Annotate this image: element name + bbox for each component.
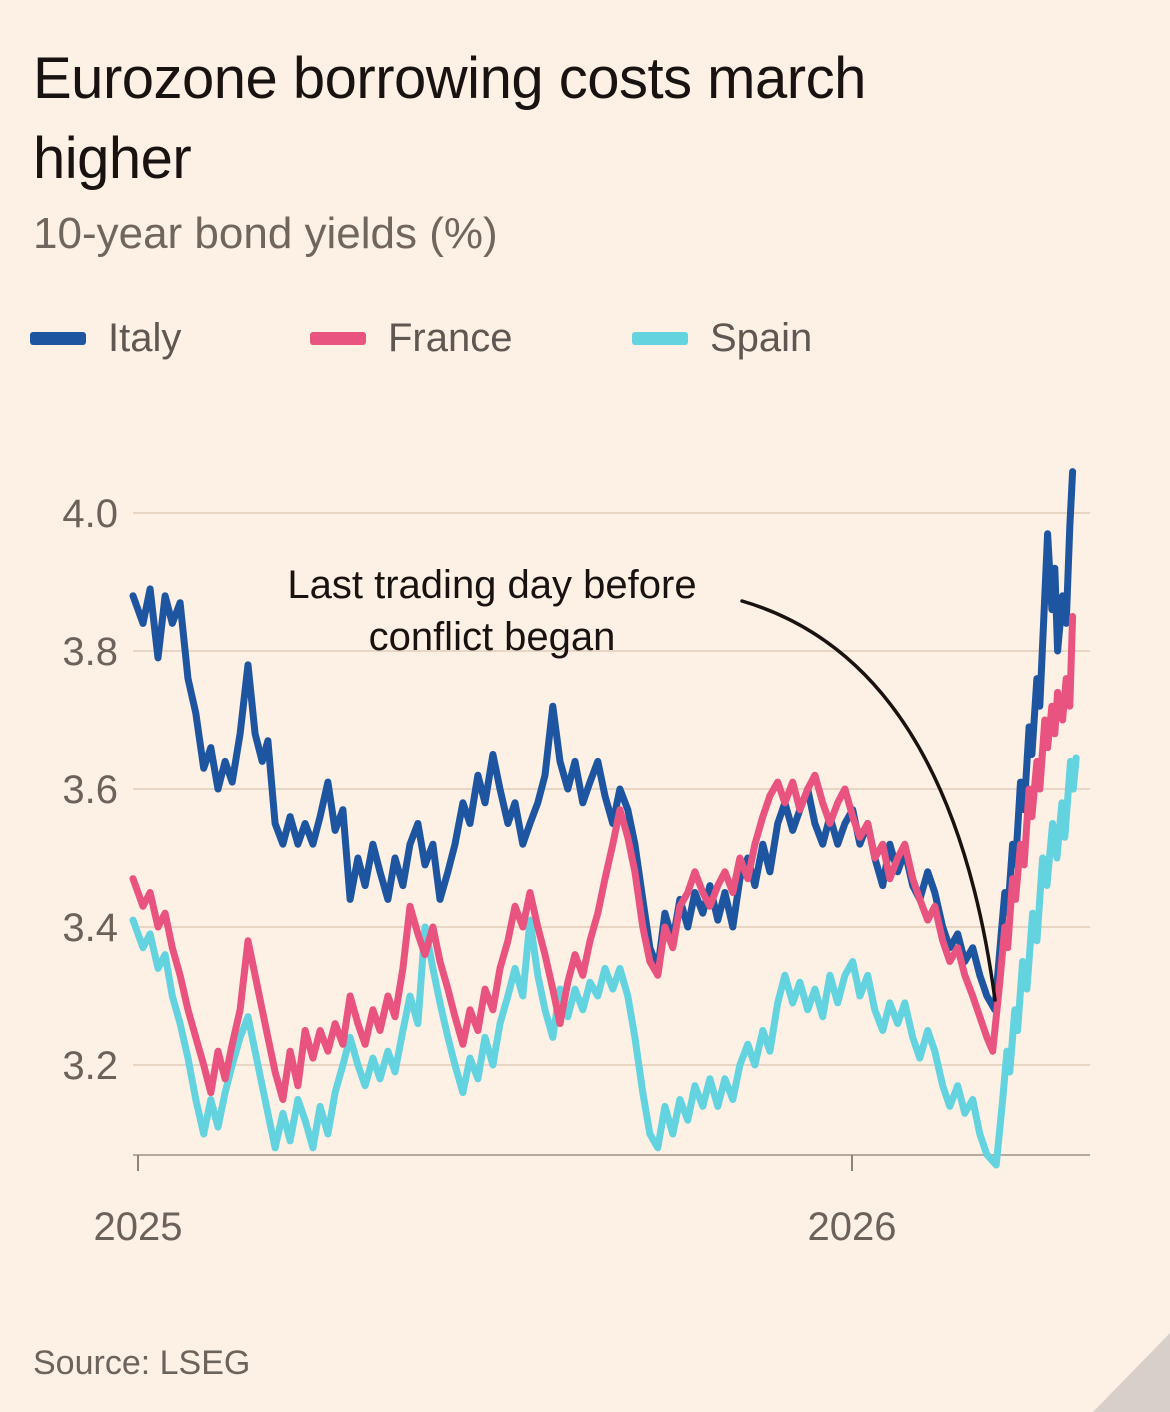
title-line-2: higher [33, 125, 192, 191]
y-axis-label: 4.0 [62, 492, 118, 536]
series-line-france [129, 613, 1077, 1103]
legend-swatch-france [310, 331, 366, 345]
legend-swatch-italy [30, 331, 86, 345]
annotation-pointer-line [740, 599, 997, 1002]
y-axis-label: 3.2 [62, 1044, 118, 1088]
legend-swatch-spain [632, 331, 688, 345]
y-axis-label: 3.6 [62, 768, 118, 812]
legend-item-spain: Spain [632, 318, 812, 358]
series-line-spain [129, 754, 1080, 1169]
corner-triangle-decoration [1093, 1333, 1170, 1412]
x-axis-label: 2025 [94, 1205, 183, 1249]
y-axis-label: 3.4 [62, 906, 118, 950]
y-axis-label: 3.8 [62, 630, 118, 674]
series-line-italy [129, 468, 1077, 1014]
legend-item-france: France [310, 318, 513, 358]
x-axis-label: 2026 [808, 1205, 897, 1249]
annotation-text-line-1: Last trading day before [287, 563, 696, 607]
source-note: Source: LSEG [33, 1344, 251, 1382]
chart-subtitle: 10-year bond yields (%) [33, 209, 498, 258]
legend-item-italy: Italy [30, 318, 181, 358]
annotation-text-line-2: conflict began [369, 615, 616, 659]
legend-label-spain: Spain [710, 316, 813, 360]
title-line-1: Eurozone borrowing costs march [33, 45, 866, 111]
page-title: Eurozone borrowing costs march higher [33, 39, 866, 199]
legend-label-italy: Italy [108, 316, 182, 360]
legend-label-france: France [388, 316, 513, 360]
